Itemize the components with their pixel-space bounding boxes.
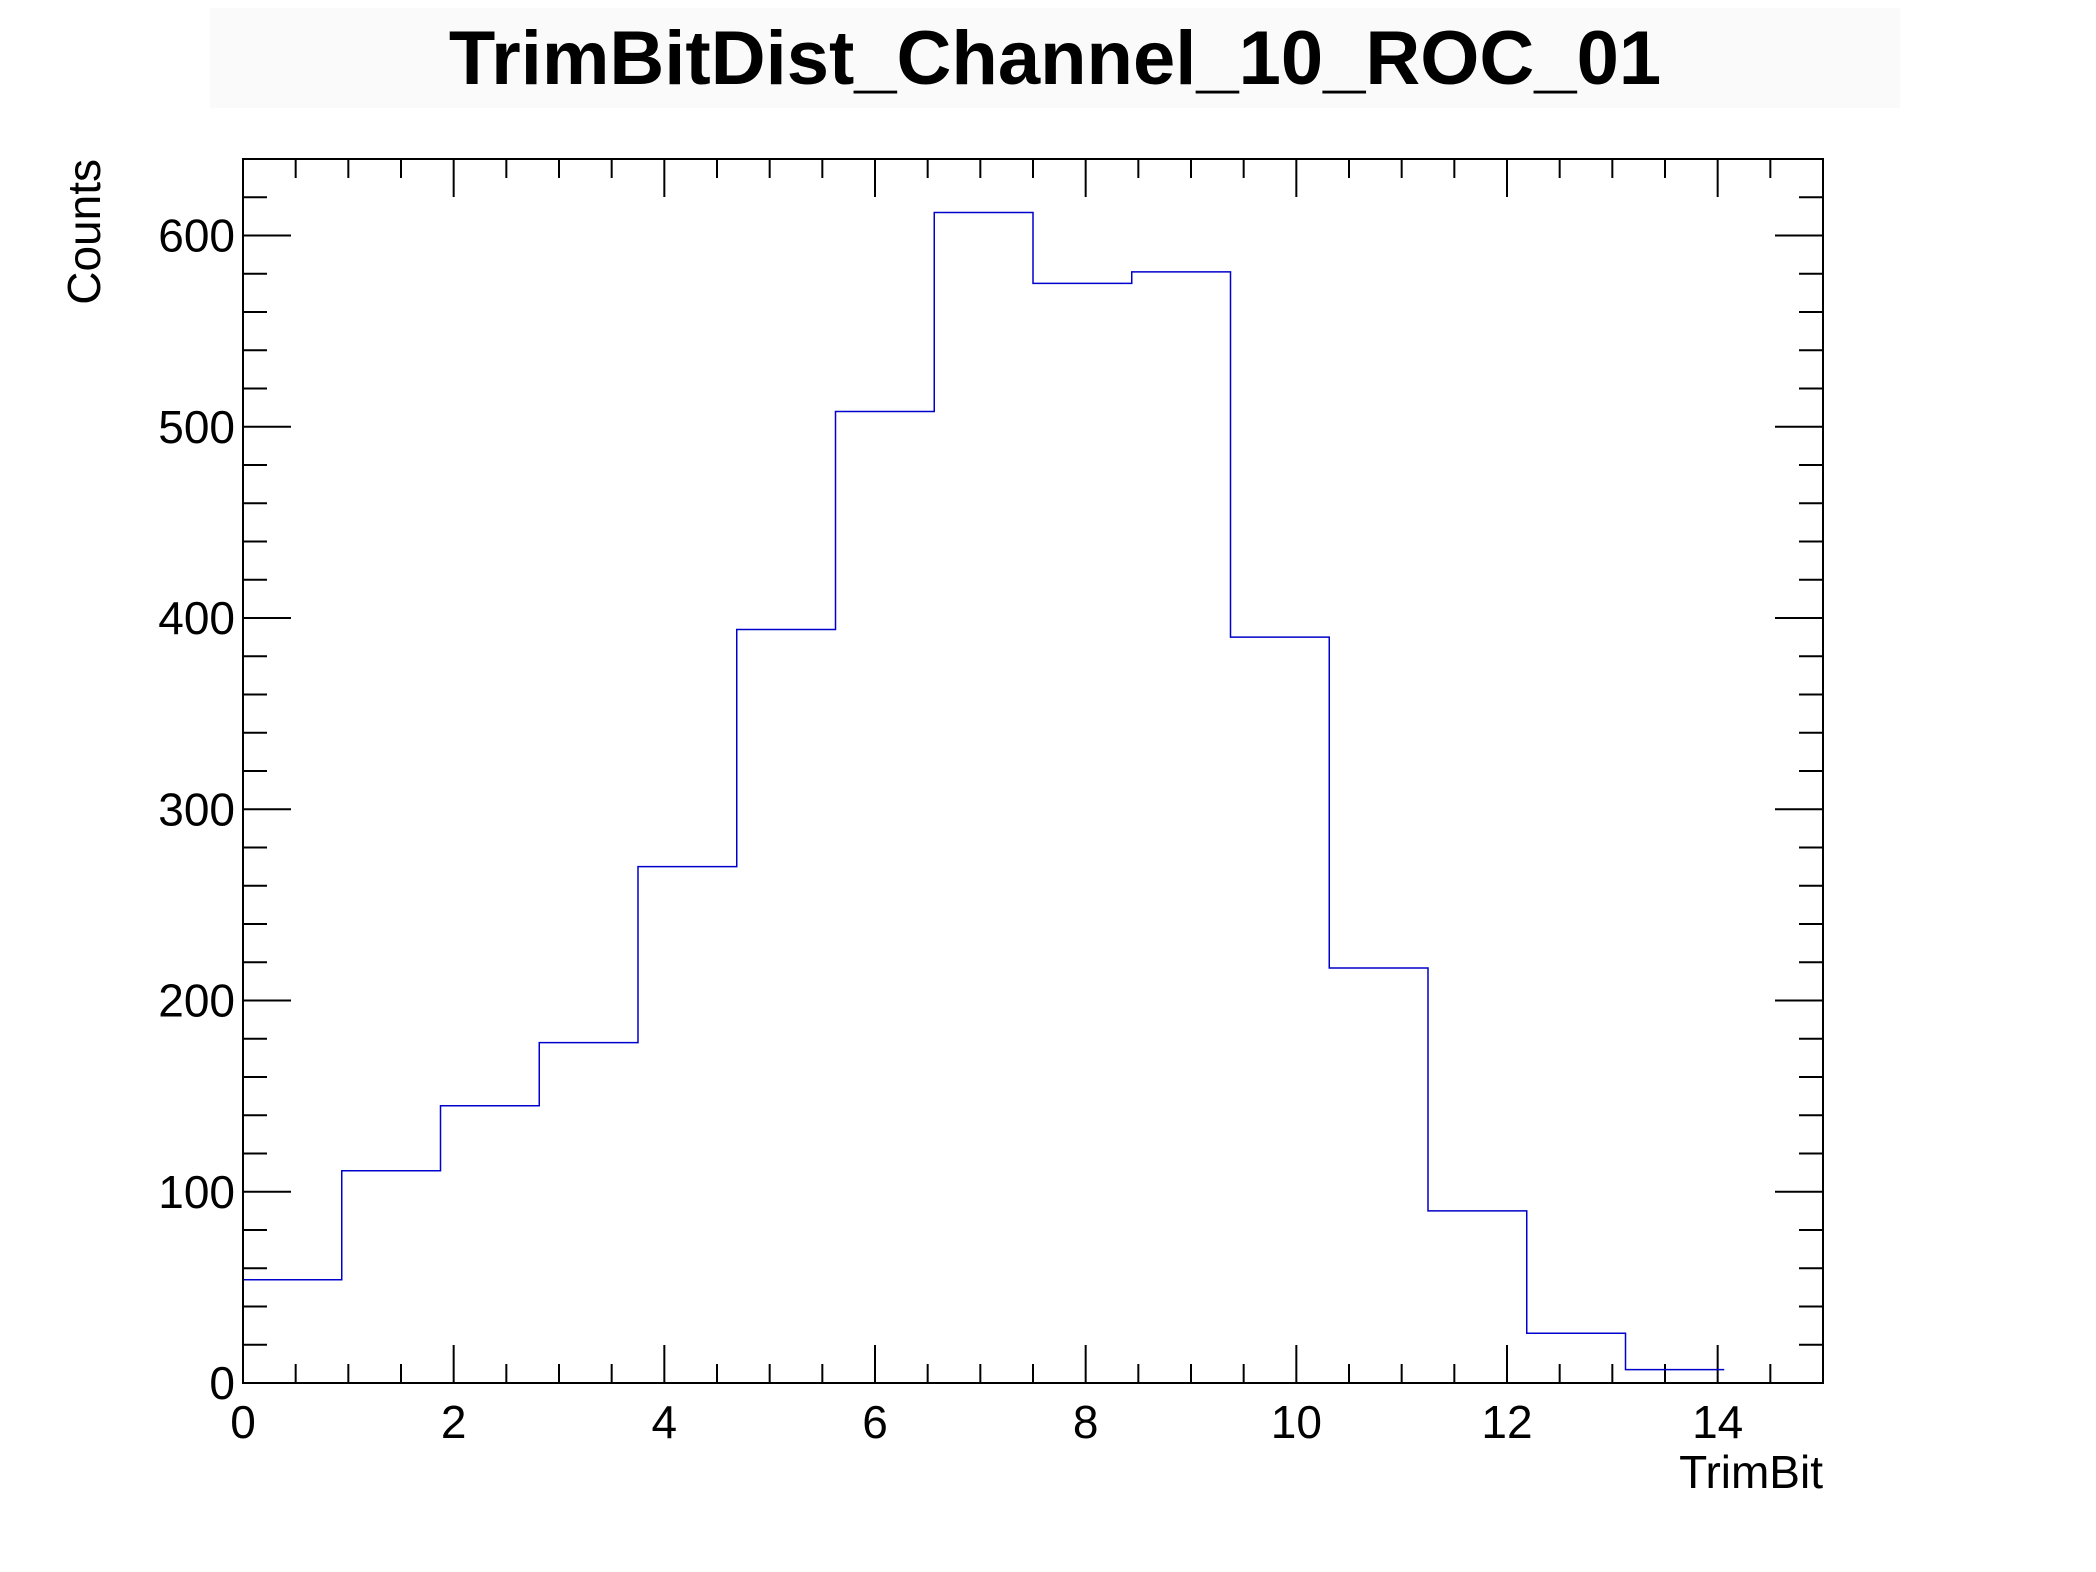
y-tick-label: 400 (158, 592, 235, 644)
y-tick-label: 0 (209, 1357, 235, 1409)
x-tick-label: 10 (1271, 1396, 1322, 1448)
axis-ticks (242, 158, 1824, 1384)
title-background (210, 8, 1900, 108)
y-tick-label: 200 (158, 975, 235, 1027)
x-tick-label: 6 (862, 1396, 888, 1448)
x-tick-label: 4 (652, 1396, 678, 1448)
x-tick-label: 8 (1073, 1396, 1099, 1448)
x-tick-label: 12 (1481, 1396, 1532, 1448)
tick-labels: 0 2 4 6 8 10 12 14 0 100 200 300 400 500 600 (158, 210, 1743, 1449)
x-tick-label: 2 (441, 1396, 467, 1448)
x-tick-label: 0 (230, 1396, 256, 1448)
histogram-series (243, 211, 1725, 1371)
y-tick-label: 100 (158, 1166, 235, 1218)
x-axis-title: TrimBit (1679, 1446, 1823, 1498)
plot-frame (242, 158, 1824, 1384)
y-tick-label: 600 (158, 210, 235, 262)
y-tick-label: 500 (158, 401, 235, 453)
y-axis-title: Counts (58, 159, 110, 305)
chart-title: TrimBitDist_Channel_10_ROC_01 (449, 16, 1661, 101)
x-tick-label: 14 (1692, 1396, 1743, 1448)
y-tick-label: 300 (158, 783, 235, 835)
